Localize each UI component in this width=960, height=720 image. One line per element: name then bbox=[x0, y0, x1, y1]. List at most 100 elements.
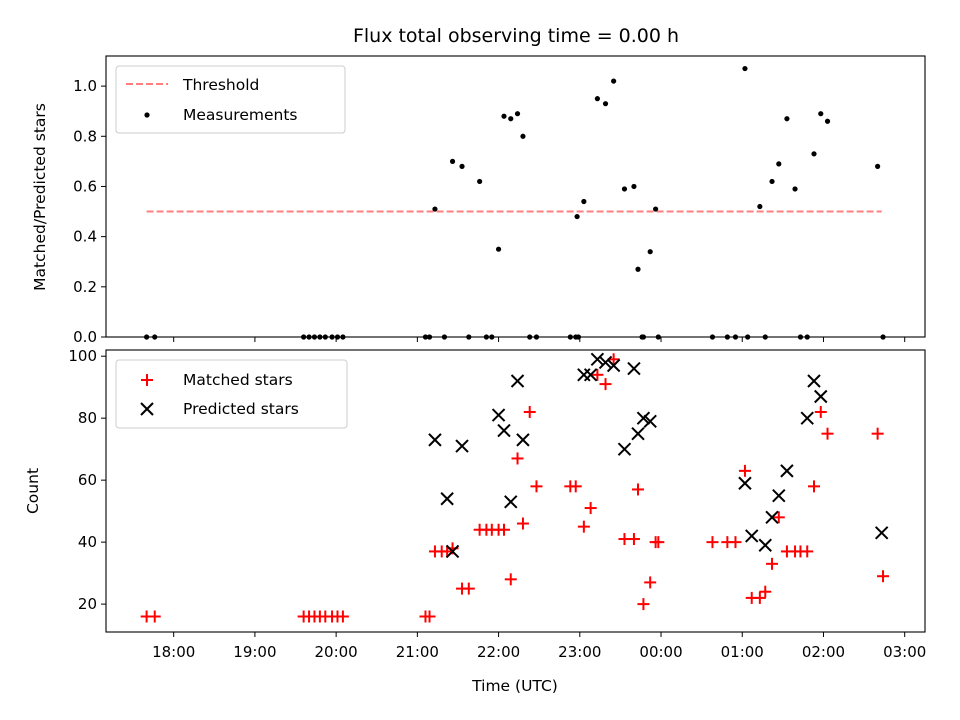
measurement-point bbox=[742, 65, 748, 72]
legend-measurements-label: Measurements bbox=[183, 106, 298, 124]
bottom-y-tick-label: 40 bbox=[78, 533, 97, 551]
measurement-point bbox=[514, 111, 521, 117]
predicted-star-point bbox=[765, 510, 779, 525]
matched-star-point bbox=[814, 405, 827, 418]
predicted-star-point bbox=[497, 423, 511, 438]
bottom-marks bbox=[140, 352, 890, 623]
measurement-point bbox=[611, 78, 617, 84]
predicted-star-point bbox=[491, 408, 506, 422]
measurement-point bbox=[824, 118, 831, 124]
predicted-star-point bbox=[455, 439, 469, 453]
predicted-star-point bbox=[606, 358, 621, 373]
predicted-star-point bbox=[738, 476, 752, 490]
predicted-star-point bbox=[627, 361, 641, 376]
x-tick-label: 20:00 bbox=[315, 643, 358, 661]
top-y-axis-label: Matched/Predicted stars bbox=[31, 103, 49, 291]
bottom-y-ticks: 20 40 60 80 100 bbox=[68, 347, 106, 613]
measurement-point bbox=[495, 246, 502, 252]
predicted-star-point bbox=[636, 411, 651, 425]
measurement-point bbox=[769, 178, 775, 185]
matched-star-point bbox=[652, 536, 665, 549]
measurement-point bbox=[432, 206, 438, 212]
matched-star-point bbox=[738, 464, 751, 477]
matched-star-point bbox=[627, 533, 640, 546]
bottom-y-tick-label: 20 bbox=[78, 595, 97, 613]
matched-star-point bbox=[148, 610, 161, 623]
top-y-ticks: 0.0 0.2 0.4 0.6 0.8 1.0 bbox=[73, 77, 106, 346]
measurement-point bbox=[501, 113, 507, 119]
top-x-ticks bbox=[173, 337, 906, 342]
measurement-point bbox=[776, 161, 782, 167]
predicted-star-point bbox=[617, 442, 632, 456]
measurement-point bbox=[459, 163, 465, 169]
predicted-star-point bbox=[800, 411, 814, 425]
predicted-star-point bbox=[814, 389, 828, 404]
matched-star-point bbox=[807, 480, 820, 493]
matched-star-point bbox=[706, 536, 719, 549]
measurement-point bbox=[653, 206, 659, 212]
measurement-point bbox=[594, 96, 601, 102]
matched-star-point bbox=[591, 368, 604, 381]
measurement-point bbox=[811, 151, 817, 157]
predicted-star-point bbox=[758, 538, 772, 552]
matched-star-point bbox=[871, 427, 884, 440]
matched-star-point bbox=[729, 536, 742, 549]
x-tick-label: 23:00 bbox=[558, 643, 601, 661]
measurement-point bbox=[581, 198, 587, 205]
legend-measurements-swatch bbox=[144, 112, 150, 118]
predicted-star-point bbox=[745, 529, 759, 543]
measurement-point bbox=[757, 203, 763, 210]
matched-star-point bbox=[584, 502, 597, 515]
legend-matched-label: Matched stars bbox=[183, 371, 293, 389]
top-y-tick-label: 1.0 bbox=[73, 77, 97, 95]
matched-star-point bbox=[877, 570, 890, 583]
predicted-star-point bbox=[874, 526, 889, 540]
matched-star-point bbox=[530, 480, 543, 493]
matched-star-point bbox=[759, 585, 772, 598]
x-tick-label: 02:00 bbox=[802, 643, 845, 661]
measurement-point bbox=[477, 178, 483, 185]
measurement-point bbox=[602, 101, 609, 107]
x-tick-label: 22:00 bbox=[477, 643, 520, 661]
top-axes-frame bbox=[105, 55, 926, 338]
measurement-point bbox=[508, 116, 514, 122]
matched-star-point bbox=[766, 557, 779, 570]
top-y-tick-label: 0.0 bbox=[73, 328, 97, 346]
matched-star-point bbox=[523, 405, 536, 418]
matched-star-point bbox=[644, 576, 657, 589]
predicted-star-point bbox=[590, 352, 605, 367]
measurement-point bbox=[449, 158, 456, 164]
measurement-point bbox=[574, 213, 580, 220]
x-tick-label: 03:00 bbox=[883, 643, 926, 661]
matched-star-point bbox=[516, 517, 529, 530]
x-axis-label: Time (UTC) bbox=[471, 677, 558, 695]
bottom-axes-frame bbox=[105, 349, 926, 633]
measurement-point bbox=[647, 249, 653, 255]
predicted-star-point bbox=[807, 374, 821, 388]
bottom-panel: 20 40 60 80 100 18:00 19:00 20:00 21:00 22:00 23:… bbox=[24, 347, 926, 695]
predicted-star-point bbox=[598, 355, 613, 370]
predicted-star-point bbox=[643, 414, 657, 428]
bottom-y-tick-label: 60 bbox=[78, 471, 97, 489]
measurement-point bbox=[631, 183, 637, 190]
x-tick-label: 00:00 bbox=[639, 643, 682, 661]
bottom-x-ticks: 18:00 19:00 20:00 21:00 22:00 23:00 00:00 01:00… bbox=[152, 632, 926, 661]
measurement-point bbox=[621, 186, 628, 192]
matched-star-point bbox=[637, 598, 650, 611]
x-tick-label: 19:00 bbox=[233, 643, 276, 661]
legend-predicted-swatch bbox=[140, 402, 154, 416]
measurement-point bbox=[635, 266, 641, 272]
predicted-star-point bbox=[516, 433, 530, 447]
bottom-y-tick-label: 100 bbox=[68, 347, 97, 365]
matched-star-point bbox=[336, 610, 349, 623]
matched-star-point bbox=[599, 378, 612, 391]
top-y-tick-label: 0.2 bbox=[73, 278, 97, 296]
chart-title: Flux total observing time = 0.00 h bbox=[353, 25, 679, 47]
matched-star-point bbox=[569, 480, 582, 493]
measurement-point bbox=[792, 186, 798, 192]
x-tick-label: 18:00 bbox=[152, 643, 195, 661]
measurement-point bbox=[520, 133, 526, 139]
bottom-y-tick-label: 80 bbox=[78, 409, 97, 427]
predicted-star-point bbox=[583, 368, 598, 382]
